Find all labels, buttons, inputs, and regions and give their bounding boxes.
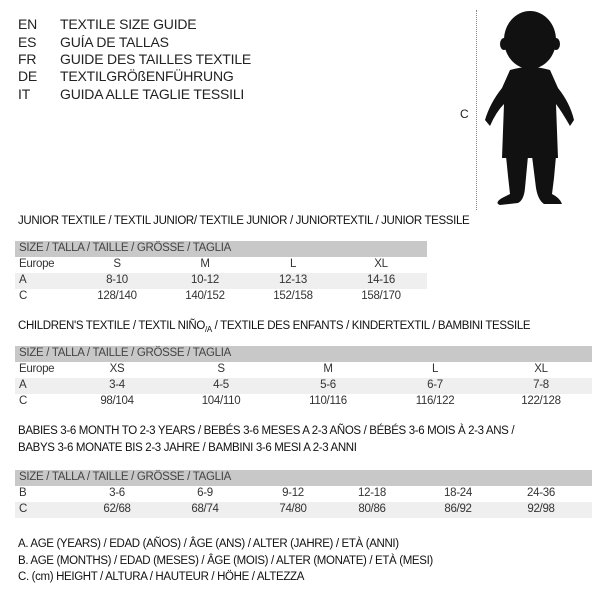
height-label: C [460,107,469,121]
language-title: TEXTILGRÖßENFÜHRUNG [60,68,234,84]
table-cell: M [200,258,210,270]
size-header-row: SIZE / TALLA / TAILLE / GRÖSSE / TAGLIA [15,470,592,486]
table-cell: S [217,363,225,375]
table-cell: L [289,258,297,270]
table-cell: L [431,363,439,375]
row-label: A [19,379,27,391]
table-cell: 86/92 [444,503,472,515]
row-label: C [19,395,28,407]
table-cell: 128/140 [97,290,137,302]
table-cell: 24-36 [527,487,555,499]
junior-size-table: SIZE / TALLA / TAILLE / GRÖSSE / TAGLIA E… [15,241,427,305]
children-title-rest: / TEXTILE DES ENFANTS / KINDERTEXTIL / B… [211,320,531,332]
table-cell: 74/80 [279,503,307,515]
children-size-table: SIZE / TALLA / TAILLE / GRÖSSE / TAGLIA E… [15,346,592,410]
table-cell: 12-18 [358,487,386,499]
language-title: TEXTILE SIZE GUIDE [60,16,197,32]
row-label: B [19,487,27,499]
table-cell: 80/86 [358,503,386,515]
language-code: FR [18,51,37,67]
table-cell: XS [109,363,125,375]
table-row: A 3-4 4-5 5-6 6-7 7-8 [15,378,592,394]
table-cell: 10-12 [191,274,219,286]
table-row: C 128/140 140/152 152/158 158/170 [15,289,427,305]
children-section-title: CHILDREN'S TEXTILE / TEXTIL NIÑO/A / TEX… [18,320,531,334]
legend-age-years: A. AGE (YEARS) / EDAD (AÑOS) / ÂGE (ANS)… [18,538,399,550]
table-cell: 3-4 [109,379,125,391]
table-cell: 152/158 [273,290,313,302]
table-cell: 98/104 [100,395,134,407]
row-label: Europe [19,363,55,375]
row-label: C [19,290,28,302]
babies-size-table: SIZE / TALLA / TAILLE / GRÖSSE / TAGLIA B… [15,470,592,518]
language-title: GUIDE DES TAILLES TEXTILE [60,51,252,67]
table-row: B 3-6 6-9 9-12 12-18 18-24 24-36 [15,486,592,502]
table-cell: 92/98 [527,503,555,515]
table-cell: 8-10 [106,274,128,286]
table-row: C 98/104 104/110 110/116 116/122 122/128 [15,394,592,410]
language-code: DE [18,68,38,84]
size-header-row: SIZE / TALLA / TAILLE / GRÖSSE / TAGLIA [15,346,592,362]
language-code: EN [18,16,38,32]
table-row: Europe S M L XL [15,257,427,273]
table-cell: 6-9 [197,487,213,499]
table-cell: M [323,363,333,375]
table-cell: 5-6 [320,379,336,391]
table-cell: 3-6 [109,487,125,499]
table-cell: 110/116 [309,395,347,407]
table-cell: 116/122 [415,395,455,407]
children-title-main: CHILDREN'S TEXTILE / TEXTIL NIÑO [18,320,205,332]
row-label: C [19,503,28,515]
table-cell: 18-24 [444,487,472,499]
children-title-sub: /A [204,325,212,334]
table-cell: 140/152 [185,290,225,302]
table-cell: 104/110 [201,395,241,407]
table-row: C 62/68 68/74 74/80 80/86 86/92 92/98 [15,502,592,518]
babies-section-title-line2: BABYS 3-6 MONATE BIS 2-3 JAHRE / BAMBINI… [18,442,357,454]
table-row: Europe XS S M L XL [15,362,592,378]
language-code: ES [18,34,37,50]
junior-section-title: JUNIOR TEXTILE / TEXTIL JUNIOR/ TEXTILE … [18,215,470,227]
size-header-row: SIZE / TALLA / TAILLE / GRÖSSE / TAGLIA [15,241,427,257]
language-title: GUIDA ALLE TAGLIE TESSILI [60,86,245,102]
language-code: IT [18,86,31,102]
size-header: SIZE / TALLA / TAILLE / GRÖSSE / TAGLIA [19,471,232,483]
table-cell: 122/128 [521,395,561,407]
height-measure-line [476,10,477,210]
table-cell: XL [534,363,548,375]
table-cell: 14-16 [367,274,395,286]
table-cell: XL [374,258,388,270]
babies-section-title-line1: BABIES 3-6 MONTH TO 2-3 YEARS / BEBÉS 3-… [18,425,515,437]
row-label: Europe [19,258,55,270]
table-row: A 8-10 10-12 12-13 14-16 [15,273,427,289]
table-cell: 62/68 [103,503,131,515]
size-header: SIZE / TALLA / TAILLE / GRÖSSE / TAGLIA [19,242,232,254]
table-cell: 7-8 [533,379,549,391]
table-cell: 12-13 [279,274,307,286]
legend-age-months: B. AGE (MONTHS) / EDAD (MESES) / ÂGE (MO… [18,555,433,567]
child-silhouette-icon [485,11,574,205]
language-title: GUÍA DE TALLAS [60,34,169,50]
table-cell: 158/170 [361,290,401,302]
table-cell: 4-5 [213,379,229,391]
table-cell: 9-12 [282,487,304,499]
table-cell: 68/74 [191,503,219,515]
size-header: SIZE / TALLA / TAILLE / GRÖSSE / TAGLIA [19,347,232,359]
table-cell: 6-7 [427,379,443,391]
row-label: A [19,274,27,286]
table-cell: S [113,258,121,270]
legend-height: C. (cm) HEIGHT / ALTURA / HAUTEUR / HÖHE… [18,571,305,583]
